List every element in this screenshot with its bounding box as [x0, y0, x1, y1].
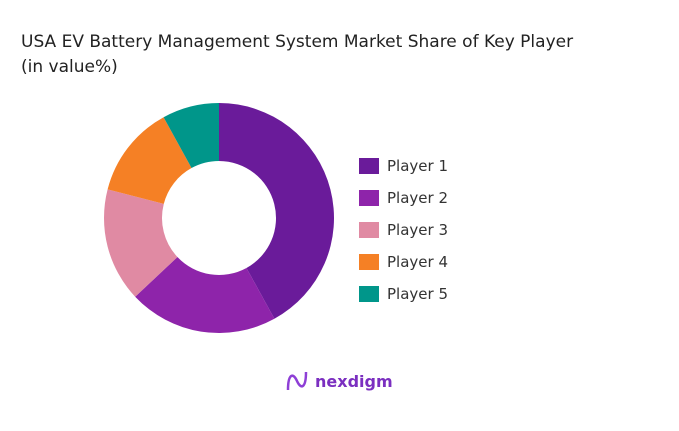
- nexdigm-logo-icon: [286, 371, 308, 391]
- slice-player-1: [219, 103, 335, 319]
- legend: Player 1 Player 2 Player 3 Player 4 Player 5: [359, 150, 448, 310]
- legend-label: Player 3: [387, 221, 448, 239]
- legend-swatch: [359, 158, 379, 174]
- legend-item: Player 4: [359, 246, 448, 278]
- legend-item: Player 5: [359, 278, 448, 310]
- legend-label: Player 4: [387, 253, 448, 271]
- slice-player-5: [163, 103, 219, 169]
- slice-player-3: [104, 189, 178, 297]
- subtitle-line: (in value%): [21, 57, 118, 77]
- title-line: USA EV Battery Management System Market …: [21, 32, 574, 52]
- legend-item: Player 3: [359, 214, 448, 246]
- legend-swatch: [359, 222, 379, 238]
- brand-name: nexdigm: [315, 371, 393, 391]
- legend-label: Player 2: [387, 189, 448, 207]
- legend-item: Player 1: [359, 150, 448, 182]
- slice-player-2: [135, 257, 275, 333]
- chart-title: USA EV Battery Management System Market …: [21, 30, 573, 80]
- legend-label: Player 1: [387, 157, 448, 175]
- brand-logo: nexdigm: [285, 370, 393, 392]
- legend-swatch: [359, 254, 379, 270]
- legend-item: Player 2: [359, 182, 448, 214]
- legend-label: Player 5: [387, 285, 448, 303]
- slice-player-4: [107, 117, 192, 204]
- legend-swatch: [359, 190, 379, 206]
- legend-swatch: [359, 286, 379, 302]
